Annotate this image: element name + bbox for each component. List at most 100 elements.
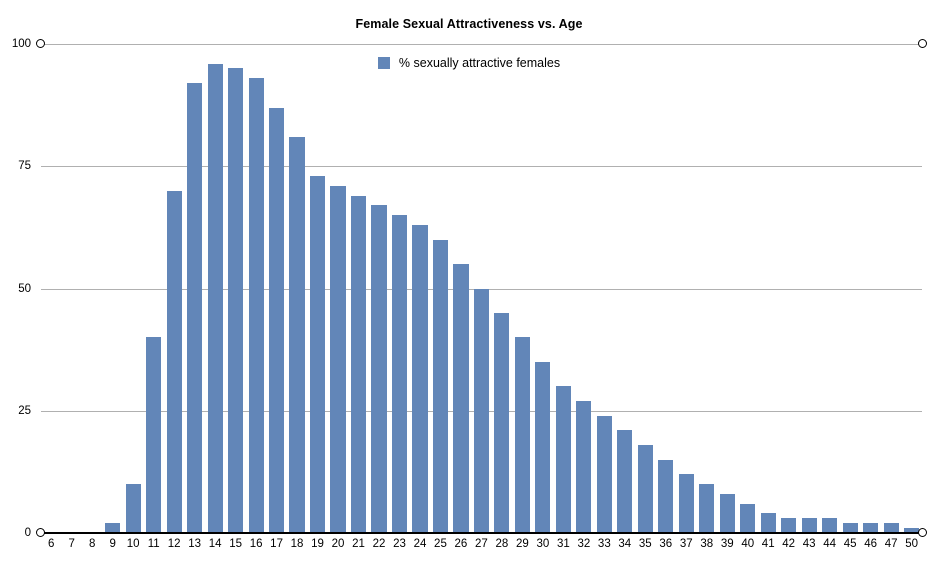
bar-age-35 xyxy=(637,444,653,533)
bar-slot-14 xyxy=(205,44,225,533)
bar-slot-13 xyxy=(184,44,204,533)
bar-age-12 xyxy=(166,190,182,533)
plot-area xyxy=(36,39,927,537)
bar-age-22 xyxy=(371,205,387,533)
bar-age-19 xyxy=(309,176,326,533)
axis-endpoint-circle-top-left xyxy=(36,39,45,48)
x-tick-label-14: 14 xyxy=(208,538,222,550)
x-tick-label-12: 12 xyxy=(167,538,181,550)
x-axis-line xyxy=(41,532,922,534)
bar-age-26 xyxy=(453,264,469,533)
x-tick-label-11: 11 xyxy=(147,538,160,550)
bar-age-29 xyxy=(514,337,530,533)
bar-slot-38 xyxy=(697,44,717,533)
bar-age-43 xyxy=(801,518,817,533)
bar-age-14 xyxy=(207,63,223,533)
bar-age-10 xyxy=(125,484,141,533)
bar-slot-39 xyxy=(717,44,737,533)
bar-slot-7 xyxy=(61,44,81,533)
gridline-100 xyxy=(41,44,922,45)
x-tick-label-36: 36 xyxy=(659,538,673,550)
bar-slot-10 xyxy=(123,44,143,533)
y-tick-label-100: 100 xyxy=(11,38,31,50)
bar-slot-20 xyxy=(328,44,348,533)
legend: % sexually attractive females xyxy=(0,56,938,70)
bar-age-41 xyxy=(760,513,776,533)
x-tick-label-46: 46 xyxy=(864,538,878,550)
x-tick-label-24: 24 xyxy=(413,538,427,550)
x-tick-label-39: 39 xyxy=(720,538,734,550)
bar-age-40 xyxy=(740,503,756,533)
x-tick-label-28: 28 xyxy=(495,538,509,550)
axis-endpoint-circle-bottom-right xyxy=(918,528,927,537)
bar-slot-19 xyxy=(307,44,327,533)
bar-slot-41 xyxy=(758,44,778,533)
x-tick-label-6: 6 xyxy=(48,538,55,550)
x-tick-label-31: 31 xyxy=(556,538,570,550)
x-tick-label-34: 34 xyxy=(618,538,632,550)
x-tick-label-18: 18 xyxy=(290,538,304,550)
bar-age-36 xyxy=(658,459,674,533)
bar-slot-44 xyxy=(819,44,839,533)
x-tick-label-26: 26 xyxy=(454,538,468,550)
bar-age-28 xyxy=(494,312,510,533)
bar-age-27 xyxy=(473,288,489,533)
x-tick-label-40: 40 xyxy=(741,538,755,550)
bar-age-18 xyxy=(289,136,305,533)
bar-age-21 xyxy=(350,195,367,533)
bar-age-37 xyxy=(678,474,694,533)
y-tick-label-0: 0 xyxy=(24,527,31,539)
y-tick-label-25: 25 xyxy=(18,404,31,417)
bar-age-45 xyxy=(842,523,858,533)
bar-slot-8 xyxy=(82,44,102,533)
bar-slot-30 xyxy=(533,44,553,533)
bar-age-42 xyxy=(781,518,797,533)
x-tick-label-15: 15 xyxy=(229,538,242,550)
x-tick-label-47: 47 xyxy=(884,538,898,550)
bar-slot-16 xyxy=(246,44,266,533)
x-tick-label-23: 23 xyxy=(393,538,406,550)
x-tick-label-13: 13 xyxy=(188,538,202,550)
bar-slot-32 xyxy=(574,44,594,533)
bar-slot-6 xyxy=(41,44,61,533)
bar-slot-47 xyxy=(881,44,901,533)
x-tick-label-17: 17 xyxy=(270,538,283,550)
bar-age-44 xyxy=(822,518,838,533)
x-tick-label-27: 27 xyxy=(475,538,488,550)
bar-age-17 xyxy=(268,107,285,533)
x-tick-label-38: 38 xyxy=(700,538,714,550)
x-tick-label-32: 32 xyxy=(577,538,591,550)
bar-age-47 xyxy=(883,523,899,533)
x-tick-label-19: 19 xyxy=(311,538,324,550)
bar-slot-43 xyxy=(799,44,819,533)
bar-slot-15 xyxy=(225,44,245,533)
bar-age-24 xyxy=(412,224,428,533)
axis-endpoint-circle-top-right xyxy=(918,39,927,48)
bar-slot-22 xyxy=(369,44,389,533)
x-tick-label-41: 41 xyxy=(761,538,775,550)
bar-age-9 xyxy=(105,523,121,533)
x-tick-label-8: 8 xyxy=(89,538,96,550)
bar-slot-33 xyxy=(594,44,614,533)
bar-slot-11 xyxy=(143,44,163,533)
bar-slot-31 xyxy=(553,44,573,533)
bar-slot-45 xyxy=(840,44,860,533)
bar-slot-50 xyxy=(901,44,921,533)
bar-slot-24 xyxy=(410,44,430,533)
x-tick-label-50: 50 xyxy=(905,538,918,550)
bar-age-32 xyxy=(576,400,592,533)
x-tick-label-22: 22 xyxy=(372,538,386,550)
x-tick-label-16: 16 xyxy=(249,538,263,550)
x-tick-label-30: 30 xyxy=(536,538,550,550)
bar-slot-28 xyxy=(492,44,512,533)
bar-slot-12 xyxy=(164,44,184,533)
x-tick-label-25: 25 xyxy=(434,538,447,550)
bar-slot-17 xyxy=(266,44,286,533)
bar-slot-21 xyxy=(348,44,368,533)
x-tick-label-42: 42 xyxy=(782,538,796,550)
x-tick-label-35: 35 xyxy=(638,538,652,550)
x-tick-label-20: 20 xyxy=(331,538,345,550)
bar-age-33 xyxy=(596,415,612,533)
bar-age-11 xyxy=(146,337,162,533)
bar-age-16 xyxy=(248,78,264,533)
